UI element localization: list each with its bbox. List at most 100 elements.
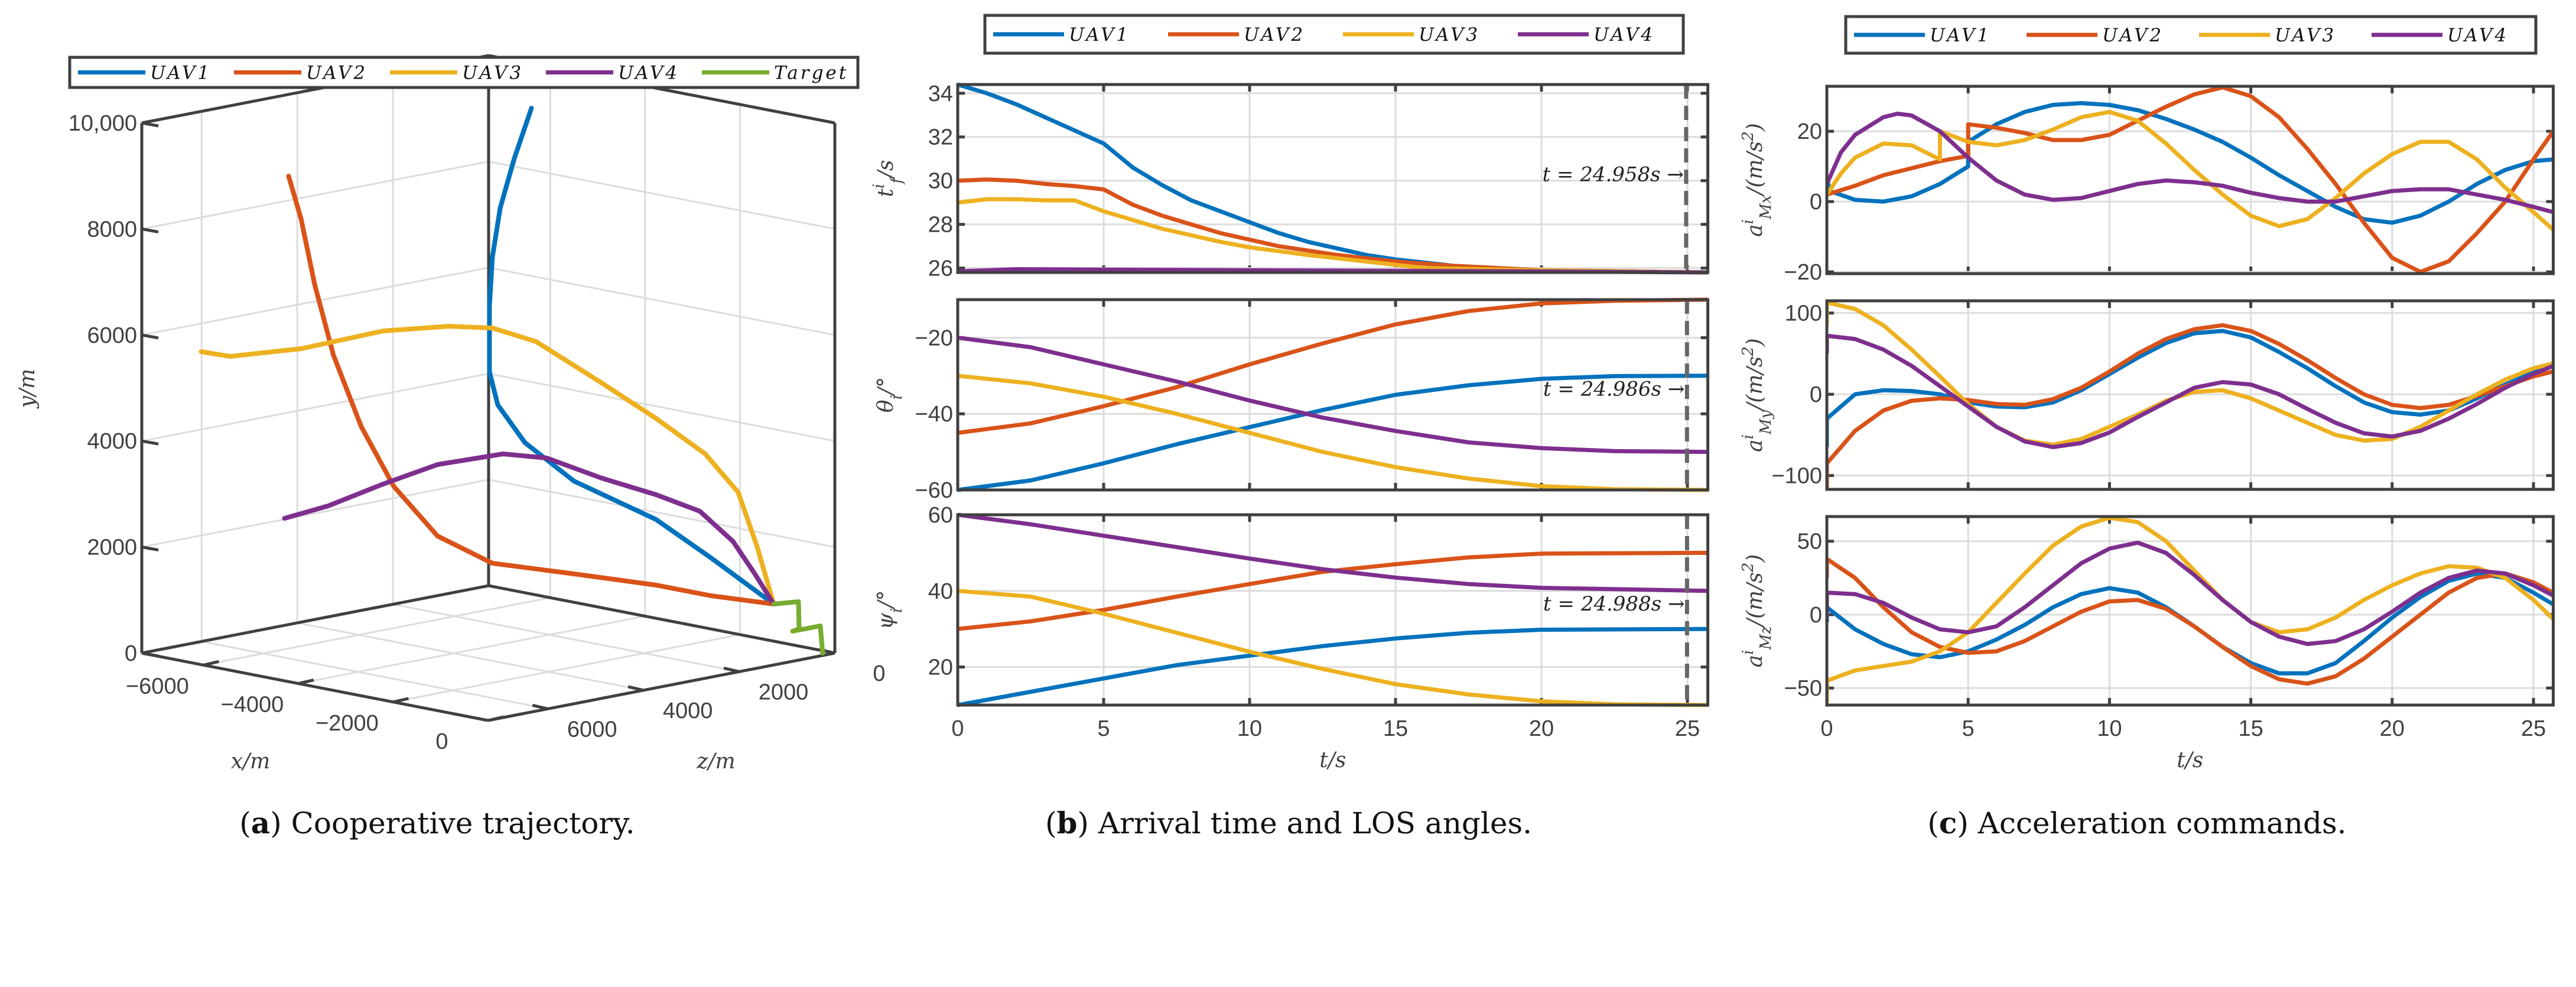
y-axis-label-part: Mz <box>1757 626 1775 651</box>
x-tick-label: 0 <box>951 716 964 741</box>
y-axis-label-part: /s <box>874 160 898 180</box>
x-tick-label: 10 <box>2097 716 2122 741</box>
y-axis-label-part: a <box>1743 439 1767 452</box>
legend-label-uav1: UAV1 <box>1930 25 1991 46</box>
y-tick-label: 100 <box>1785 301 1822 326</box>
grid-line-y <box>141 479 489 548</box>
y-tick-label: 28 <box>928 213 953 238</box>
y-tick-label: 0 <box>1810 382 1822 407</box>
legend-label-uav4: UAV4 <box>2447 25 2509 46</box>
y-axis-label-part: Mx <box>1757 194 1775 220</box>
caption-b: (b) Arrival time and LOS angles. <box>1045 806 1532 840</box>
grid-line-y <box>488 160 835 230</box>
series-line-uav2 <box>1827 323 2554 488</box>
y-tick-label: 34 <box>928 82 953 106</box>
y-tick-label: −20 <box>915 326 953 350</box>
caption-c: (c) Acceleration commands. <box>1927 806 2346 840</box>
y-tick-label: 26 <box>928 257 953 281</box>
axes-box <box>956 83 1710 274</box>
x-tick <box>392 697 409 704</box>
caption-c-text: Acceleration commands. <box>1969 806 2347 840</box>
series-line-uav2 <box>1827 85 2555 274</box>
y-tick <box>141 121 159 128</box>
y-tick <box>141 546 159 552</box>
series-line-uav4 <box>958 512 1708 593</box>
axis-box-edge <box>488 584 835 655</box>
z-tick <box>723 667 740 673</box>
y-tick-label: −40 <box>915 402 953 427</box>
legend-label-uav2: UAV2 <box>306 63 367 84</box>
series-line-uav4 <box>282 452 776 606</box>
subplot-3: −50 0 50 aiMz/(m/s2) 0 5 10 15 20 25 t/s <box>1739 515 2555 772</box>
x-tick-label: 15 <box>1383 716 1408 741</box>
y-tick <box>141 439 159 446</box>
y-axis-label: aiMy/(m/s2) <box>1739 338 1775 452</box>
series-line-uav3 <box>958 374 1708 492</box>
y-tick-label: −100 <box>1771 464 1822 489</box>
axes-box <box>956 513 1710 707</box>
series-line-uav4 <box>1827 111 2554 215</box>
z-tick <box>627 685 644 692</box>
y-axis-label: aiMx/(m/s2) <box>1739 123 1775 237</box>
x-tick-label: 5 <box>1962 716 1975 741</box>
caption-b-label: b <box>1056 806 1077 840</box>
series-line-target <box>771 599 825 655</box>
axes-box <box>1825 515 2555 707</box>
legend-label-uav3: UAV3 <box>2275 25 2336 46</box>
axis-box-edge <box>141 651 489 722</box>
y-axis-label-part: a <box>1743 655 1767 667</box>
legend-label-uav4: UAV4 <box>618 63 679 84</box>
y-axis-label-part: i <box>888 608 906 613</box>
grid-line-y <box>488 479 835 548</box>
y-axis-label: θi/° <box>874 377 906 413</box>
x-tick-label: 5 <box>1097 716 1110 741</box>
y-tick-label: −60 <box>915 478 953 503</box>
y-tick-label: 60 <box>928 503 953 528</box>
y-axis-label-part: t <box>874 189 898 197</box>
y-tick-label: 32 <box>928 125 953 150</box>
x-axis-label: t/s <box>1319 748 1346 772</box>
subplot-1: −20 0 20 aiMx/(m/s2) <box>1739 85 2555 285</box>
y-axis-label-part: i <box>888 395 906 400</box>
y-axis-label-part: /(m/s <box>1743 141 1767 197</box>
y-axis-label-part: ) <box>1743 554 1767 563</box>
y-axis-label-part: /(m/s <box>1743 572 1767 628</box>
y-axis-label-part: 2 <box>1739 131 1757 142</box>
series-line-uav1 <box>1827 329 2554 447</box>
y-axis-label-part: a <box>1743 224 1767 236</box>
y-axis-label-part: My <box>1757 410 1775 435</box>
series-line-uav3 <box>958 589 1708 707</box>
axes-box <box>1825 85 2555 275</box>
legend-label-uav2: UAV2 <box>1244 24 1305 46</box>
y-axis-label-part: /° <box>874 377 898 397</box>
x-tick <box>298 678 314 685</box>
y-axis-label: aiMz/(m/s2) <box>1739 554 1775 668</box>
series-line-uav3 <box>958 197 1708 275</box>
y-tick-label: 0 <box>1810 603 1822 628</box>
series-line-uav2 <box>958 177 1708 275</box>
y-tick-label: 6000 <box>87 323 137 348</box>
y-axis-label-part: i <box>1739 650 1757 655</box>
y-axis-label-part: /° <box>874 590 898 610</box>
series-line-uav3 <box>1827 515 2555 703</box>
grid-line-y <box>141 372 489 442</box>
arrival-time-annotation: t = 24.958s → <box>1542 163 1683 187</box>
grid-line-z <box>392 603 740 673</box>
y-axis-label-part: /(m/s <box>1743 356 1767 412</box>
z-tick-label: 2000 <box>759 680 809 704</box>
series-line-uav4 <box>1827 540 2555 647</box>
plot-area <box>1827 517 2554 705</box>
y-tick-label: 20 <box>928 655 953 680</box>
y-axis-label-part: i <box>870 184 888 189</box>
y-axis-label: tif/s <box>870 160 906 197</box>
x-tick-label: −6000 <box>126 674 189 699</box>
legend-label-uav2: UAV2 <box>2102 25 2164 46</box>
y-tick-label: −50 <box>1784 676 1822 701</box>
x-tick-label: −2000 <box>316 711 379 736</box>
legend-label-target: Target <box>774 63 848 84</box>
y-tick-label: 30 <box>928 169 953 194</box>
grid-line-x <box>298 615 646 685</box>
x-tick-label: 15 <box>2238 716 2263 741</box>
series-line-uav4 <box>1827 333 2554 449</box>
